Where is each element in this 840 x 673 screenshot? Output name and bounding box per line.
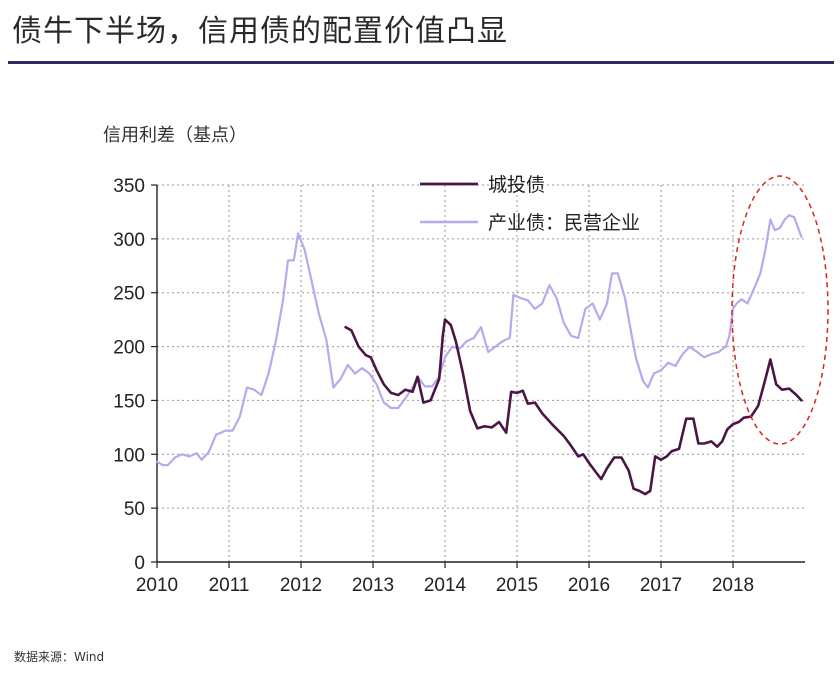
- legend-item-chengtou-label: 城投债: [488, 174, 545, 196]
- x-tick-label: 2016: [568, 575, 610, 596]
- y-tick-label: 200: [113, 338, 145, 359]
- x-tick-label: 2014: [424, 575, 467, 596]
- y-tick-label: 0: [134, 553, 145, 574]
- x-tick-label: 2017: [640, 575, 682, 596]
- slide-title: 债牛下半场，信用债的配置价值凸显: [12, 14, 508, 49]
- x-tick-label: 2015: [496, 575, 538, 596]
- legend-item-private-enterprise-label: 产业债：民营企业: [488, 212, 640, 234]
- x-tick-label: 2010: [136, 575, 178, 596]
- title-divider: [8, 61, 834, 64]
- series-line-chengtou: [344, 318, 803, 496]
- y-tick-label: 350: [113, 176, 145, 197]
- x-tick-label: 2018: [712, 575, 754, 596]
- y-tick-label: 250: [113, 284, 145, 305]
- y-tick-label: 50: [124, 499, 145, 520]
- y-tick-label: 150: [113, 391, 145, 412]
- x-tick-label: 2013: [352, 575, 394, 596]
- axes: 0 50 100 150 200 250 300 350 2010 2011 2012 2013 201…: [113, 176, 805, 596]
- source-note: 数据来源：Wind: [14, 650, 105, 664]
- series-line-private-enterprise: [155, 214, 803, 467]
- grid-lines: [157, 184, 805, 562]
- y-tick-label: 100: [113, 445, 145, 466]
- highlight-ellipse: [731, 175, 829, 445]
- y-axis-unit-label: 信用利差（基点）: [103, 125, 247, 146]
- series-lines: [155, 214, 803, 496]
- y-tick-label: 300: [113, 230, 145, 251]
- x-tick-label: 2011: [209, 575, 250, 596]
- x-tick-label: 2012: [280, 575, 322, 596]
